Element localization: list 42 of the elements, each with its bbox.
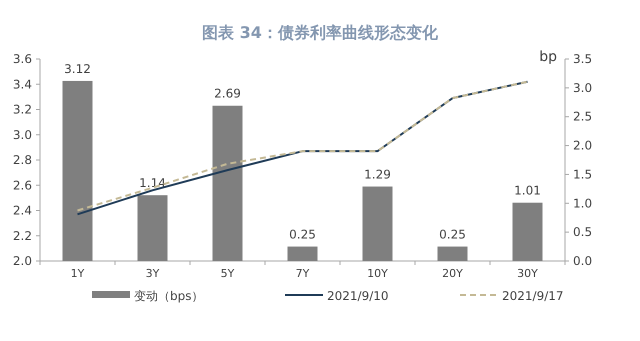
y-tick-label: 2.4: [12, 204, 32, 218]
y-tick-label: 3.0: [12, 128, 32, 142]
x-tick-label: 1Y: [70, 267, 85, 280]
y-tick-label: 3.2: [12, 102, 32, 116]
y-tick-label: 2.8: [12, 153, 32, 167]
x-tick-label: 30Y: [517, 267, 538, 280]
y2-tick-label: 3.0: [573, 80, 592, 95]
x-tick-label: 7Y: [296, 267, 310, 280]
y2-tick-label: 0.0: [573, 254, 592, 268]
y2-axis-title: bp: [539, 49, 558, 65]
legend-label: 2021/9/17: [502, 289, 564, 303]
y2-tick-label: 2.5: [573, 110, 592, 124]
x-tick-label: 20Y: [442, 267, 464, 280]
data-label: 0.25: [439, 228, 466, 242]
y2-tick-label: 1.0: [573, 196, 592, 210]
y2-tick-label: 3.5: [573, 52, 592, 66]
x-tick-label: 5Y: [220, 267, 235, 280]
y2-tick-label: 2.0: [573, 138, 592, 153]
bar: [62, 80, 92, 261]
bar: [438, 246, 468, 261]
x-tick-label: 3Y: [146, 267, 160, 280]
y-tick-label: 2.0: [12, 254, 32, 268]
chart-title: 图表 34：债券利率曲线形态变化: [202, 23, 439, 42]
y-tick-label: 2.2: [12, 228, 32, 243]
y-tick-label: 3.4: [12, 77, 32, 92]
x-tick-label: 10Y: [367, 267, 388, 280]
y2-tick-label: 0.5: [573, 225, 592, 240]
data-label: 0.25: [289, 228, 316, 242]
y2-tick-label: 1.5: [573, 167, 592, 182]
bar: [288, 246, 318, 261]
bar: [212, 106, 242, 261]
y-tick-label: 2.6: [12, 178, 32, 192]
bar: [512, 202, 542, 261]
bar: [362, 186, 392, 261]
data-label: 1.29: [364, 168, 391, 182]
data-label: 3.12: [64, 62, 91, 76]
data-label: 2.69: [214, 86, 241, 101]
legend-label: 变动（bps）: [134, 289, 204, 303]
bar: [138, 195, 168, 261]
y-tick-label: 3.6: [12, 52, 32, 66]
data-label: 1.01: [514, 184, 541, 198]
legend-label: 2021/9/10: [327, 289, 389, 303]
